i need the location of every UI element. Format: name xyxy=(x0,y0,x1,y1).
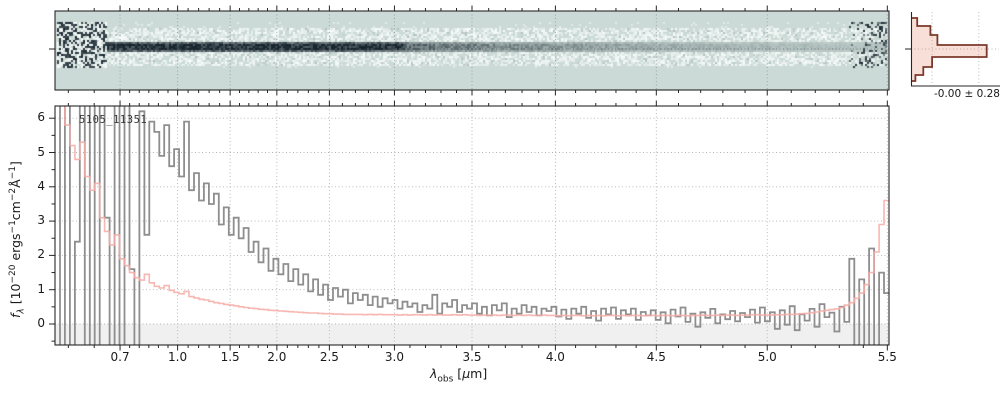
axis-label-part: −20 xyxy=(8,264,18,284)
axis-label-part: ergs xyxy=(8,233,24,265)
x-tick-label: 5.5 xyxy=(877,350,897,364)
spec1d-panel xyxy=(49,100,890,351)
hist-stats-label: -0.00 ± 0.28 xyxy=(933,88,1000,100)
x-tick-label: 2.5 xyxy=(319,350,339,364)
axis-label-part: ] xyxy=(8,161,24,166)
x-tick-label: 1.0 xyxy=(168,350,188,364)
y-tick-label: 4 xyxy=(37,178,45,193)
y-axis-label: fλ [10−20 ergs−1cm−2Å−1] xyxy=(8,161,27,318)
axis-label-part: λ xyxy=(430,366,438,381)
y-tick-label: 3 xyxy=(37,213,45,228)
axis-label-part: λ xyxy=(16,308,27,314)
x-tick-label: 3.5 xyxy=(462,350,482,364)
hist-steps xyxy=(911,17,988,82)
axis-label-part: −1 xyxy=(8,166,18,180)
axis-label-part: μ xyxy=(462,366,471,381)
y-tick-label: 0 xyxy=(37,316,45,330)
axis-label-part: [ xyxy=(453,366,463,381)
spec2d-axes xyxy=(49,5,890,96)
y-tick-label: 6 xyxy=(37,110,45,125)
axis-label-part: [10 xyxy=(8,283,24,309)
x-tick-label: 1.5 xyxy=(220,350,240,364)
x-tick-label: 2.0 xyxy=(267,350,287,364)
source-id-label: 5105_11351 xyxy=(79,114,148,126)
axis-label-part: Å xyxy=(8,179,24,188)
axis-label-part: f xyxy=(8,313,24,318)
error-series xyxy=(64,106,889,317)
x-tick-label: 3.0 xyxy=(384,350,404,364)
axis-label-part: obs xyxy=(437,374,454,385)
axis-label-part: m] xyxy=(470,366,488,381)
y-tick-label: 5 xyxy=(37,144,45,159)
residual-histogram xyxy=(905,12,1000,87)
y-tick-label: 2 xyxy=(37,247,45,262)
x-axis-label: λobs [μm] xyxy=(430,366,487,385)
y-tick-label: 1 xyxy=(37,281,45,296)
axis-label-part: −1 xyxy=(8,220,18,234)
x-tick-label: 5.0 xyxy=(757,350,777,364)
x-tick-label: 4.5 xyxy=(646,350,666,364)
axis-label-part: cm xyxy=(8,201,24,221)
axis-label-part: −2 xyxy=(8,187,18,202)
spec2d-panel xyxy=(49,5,890,96)
spectrum-plot xyxy=(49,100,890,351)
residual-hist-panel xyxy=(905,12,1000,87)
x-tick-label: 0.7 xyxy=(110,350,130,364)
x-tick-label: 4.0 xyxy=(545,350,565,364)
